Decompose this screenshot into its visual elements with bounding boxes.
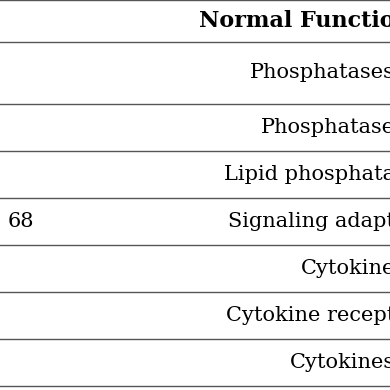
Text: Cytokines: Cytokines — [290, 353, 390, 372]
Text: Phosphatase: Phosphatase — [261, 118, 390, 137]
Text: Phosphatases: Phosphatases — [250, 64, 390, 83]
Text: Cytokine recept: Cytokine recept — [226, 306, 390, 325]
Text: 68: 68 — [8, 212, 34, 231]
Text: Normal Functio: Normal Functio — [199, 10, 390, 32]
Text: Lipid phosphata: Lipid phosphata — [224, 165, 390, 184]
Text: Signaling adapt: Signaling adapt — [228, 212, 390, 231]
Text: Cytokine: Cytokine — [301, 259, 390, 278]
